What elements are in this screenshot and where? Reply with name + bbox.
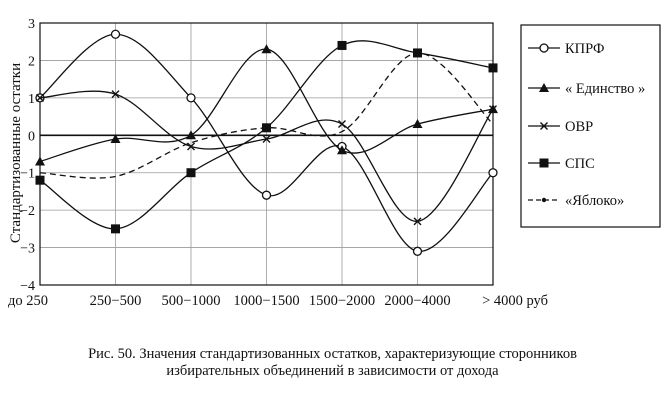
series-1-point-1 (110, 134, 121, 144)
series-1-point-4 (337, 145, 347, 155)
residuals-line-chart: −4 −3 −2 −1 0 1 2 3 до 250 250−500 500−1000 1000−15… (8, 17, 661, 309)
legend-marker-1 (539, 83, 549, 92)
legend-marker-4 (541, 197, 547, 203)
y-tick-label-4: 0 (28, 129, 35, 144)
plot-frame (39, 22, 494, 286)
grid-lines (39, 22, 494, 286)
y-tick-label-2: −2 (20, 204, 35, 219)
legend-label-0: КПРФ (565, 41, 604, 57)
series-1-point-3 (261, 44, 272, 54)
legend-marker-0 (539, 43, 549, 53)
series-2-point-2 (187, 142, 195, 151)
legend-label-2: ОВР (565, 119, 593, 135)
legend-label-4: «Яблоко» (565, 193, 624, 209)
series-lines (35, 29, 498, 256)
figure-caption: Рис. 50. Значения стандартизованных оста… (0, 346, 665, 380)
series-0-point-3 (261, 190, 272, 200)
tick-labels: −4 −3 −2 −1 0 1 2 3 до 250 250−500 500−1000 1000−15… (8, 17, 548, 309)
series-3-point-6 (488, 63, 498, 73)
series-2-point-1 (111, 90, 120, 99)
series-3-point-2 (186, 168, 196, 178)
series-3-point-0 (35, 175, 45, 185)
x-tick-label-2: 500−1000 (162, 293, 221, 309)
series-1-point-2 (186, 130, 196, 140)
series-1-point-0 (35, 156, 45, 166)
x-tick-label-6: > 4000 руб (482, 293, 548, 309)
series-line-2 (39, 90, 494, 223)
caption-line-2: избирательных объединений в зависимости … (166, 363, 499, 379)
series-2-point-5 (413, 217, 422, 226)
legend-marker-2 (540, 122, 548, 130)
series-0-point-2 (186, 93, 196, 103)
series-3-point-4 (337, 40, 347, 50)
series-0-point-5 (412, 246, 423, 256)
y-tick-label-5: 1 (28, 92, 35, 107)
y-tick-label-6: 2 (28, 54, 35, 69)
series-2-point-0 (36, 93, 44, 102)
series-0-point-6 (488, 168, 498, 178)
series-1-point-5 (412, 119, 423, 129)
y-tick-label-3: −1 (20, 167, 35, 182)
x-tick-label-0: до 250 (8, 293, 48, 309)
x-tick-label-4: 1500−2000 (309, 293, 375, 309)
y-tick-label-1: −3 (20, 242, 35, 257)
legend-label-3: СПС (565, 156, 595, 172)
series-2-point-4 (338, 120, 346, 129)
axes (39, 22, 494, 286)
legend: КПРФ « Единство » ОВР СПС «Яблоко» (520, 24, 661, 228)
y-tick-label-0: −4 (20, 279, 35, 294)
y-axis-label: Стандартизованные остатки (8, 63, 24, 243)
x-tick-label-1: 250−500 (90, 293, 142, 309)
series-2-point-3 (262, 135, 271, 144)
legend-marker-3 (539, 158, 549, 168)
series-0-point-1 (110, 29, 121, 39)
legend-label-1: « Единство » (565, 81, 645, 97)
x-tick-label-5: 2000−4000 (384, 293, 450, 309)
x-tick-label-3: 1000−1500 (233, 293, 299, 309)
series-3-point-1 (111, 224, 120, 234)
series-line-4 (39, 52, 494, 179)
y-tick-label-7: 3 (28, 17, 35, 32)
caption-line-1: Рис. 50. Значения стандартизованных оста… (88, 346, 577, 362)
series-2-point-6 (489, 105, 497, 114)
